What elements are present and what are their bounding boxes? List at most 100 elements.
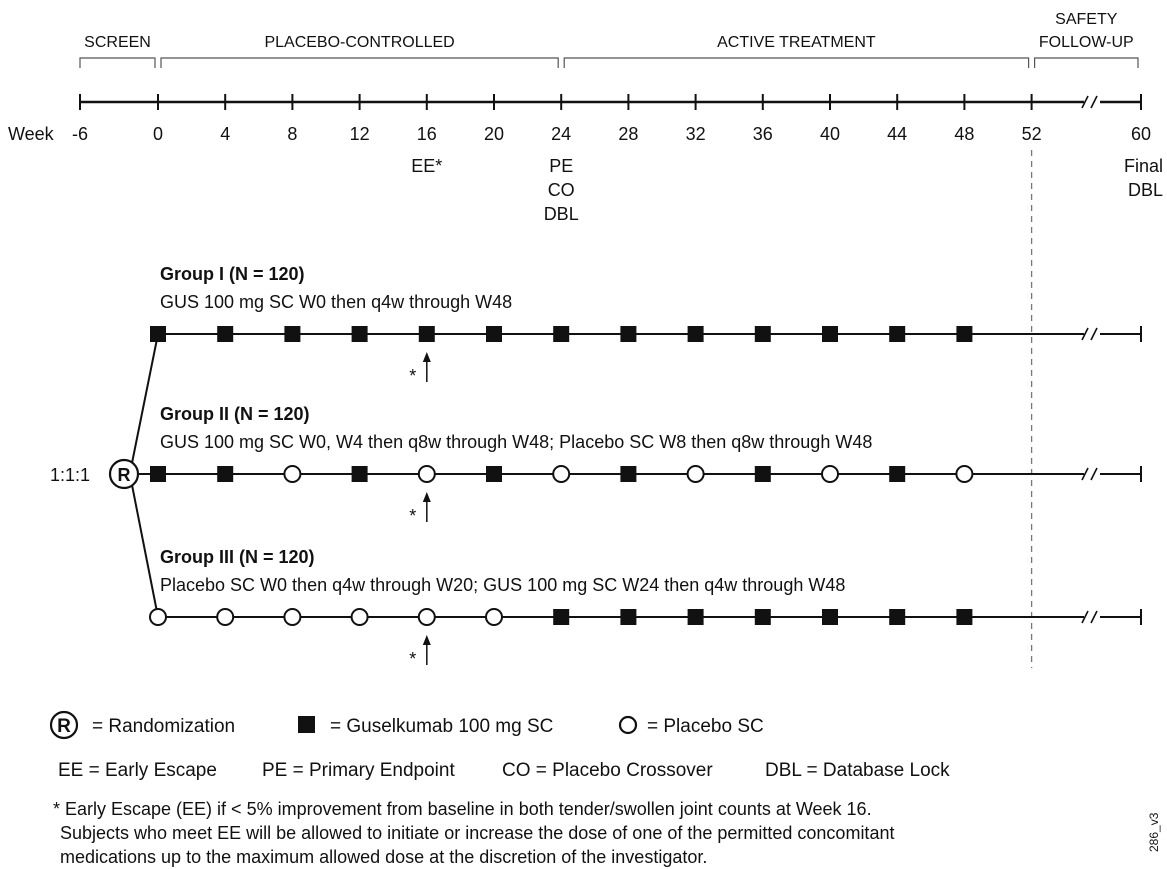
axis-break-mark [1090,467,1098,481]
group-1: Group I (N = 120) GUS 100 mg SC W0 then q… [131,264,1142,464]
guselkumab-dose-square [956,326,973,342]
early-escape-asterisk: * [409,506,416,526]
legend: R = Randomization = Guselkumab 100 mg SC… [49,710,764,740]
early-escape-asterisk: * [409,649,416,669]
guselkumab-dose-square [553,609,570,625]
week-tick-label: 0 [153,124,163,144]
milestone-label: DBL [1128,180,1163,200]
week-tick-label: 4 [220,124,230,144]
placebo-dose-circle [283,465,302,483]
legend-placebo-label: = Placebo SC [647,716,764,737]
abbreviation-item: CO = Placebo Crossover [502,760,713,781]
axis-break-mark [1081,610,1089,624]
guselkumab-dose-square [486,326,502,342]
phase-bracket [1034,57,1139,68]
randomization-ratio: 1:1:1 [50,465,90,485]
week-tick-label: 8 [287,124,297,144]
phase-bracket [563,57,1030,68]
guselkumab-dose-square [217,326,234,342]
week-tick-label: 24 [551,124,571,144]
guselkumab-dose-square [553,326,570,342]
week-tick-label: 60 [1131,124,1151,144]
guselkumab-dose-square [418,326,435,342]
milestones: EE* PE CO DBL Final DBL [411,156,1163,224]
phase-label: ACTIVE TREATMENT [717,34,876,51]
guselkumab-dose-square [217,466,234,482]
group-description: GUS 100 mg SC W0, W4 then q8w through W4… [160,432,872,452]
guselkumab-dose-square [956,609,973,625]
guselkumab-dose-square [150,326,166,342]
guselkumab-dose-square [620,466,637,482]
randomization-branch [131,484,159,618]
legend-guselkumab-label: = Guselkumab 100 mg SC [330,716,553,737]
early-escape-arrow-head [422,635,431,645]
footnote-line-2: Subjects who meet EE will be allowed to … [60,823,894,843]
legend-randomization-label: = Randomization [92,716,235,737]
guselkumab-dose-square [754,466,771,482]
placebo-dose-circle [417,465,436,483]
randomization-icon-letter: R [118,465,131,485]
milestone-label: Final [1124,156,1163,176]
guselkumab-dose-square [620,326,637,342]
placebo-dose-circle [955,465,974,483]
axis-break-mark [1090,95,1098,109]
guselkumab-dose-square [620,609,637,625]
treatment-groups: Group I (N = 120) GUS 100 mg SC W0 then q… [131,264,1142,669]
abbreviation-item: EE = Early Escape [58,760,217,781]
phase-label: PLACEBO-CONTROLLED [264,34,454,51]
phase-bracket [160,57,559,68]
phase-label: SCREEN [84,34,151,51]
week-tick-label: 44 [887,124,907,144]
legend-randomization-icon [49,710,79,740]
legend-guselkumab-square-icon [298,716,315,733]
abbreviations: EE = Early Escape PE = Primary Endpoint CO… [58,760,950,781]
guselkumab-dose-square [351,466,368,482]
week-tick-label: 32 [686,124,706,144]
week-tick-label: 36 [753,124,773,144]
guselkumab-dose-square [687,609,704,625]
week-axis-label: Week [8,124,55,144]
placebo-dose-circle [149,608,167,626]
phase-label: SAFETY [1055,11,1118,28]
axis-break-mark [1090,610,1098,624]
group-description: GUS 100 mg SC W0 then q4w through W48 [160,292,512,312]
group-3: Group III (N = 120) Placebo SC W0 then q4… [131,484,1142,669]
week-tick-label: 12 [350,124,370,144]
randomization-branch [131,333,159,464]
phase-bracket [79,57,156,68]
guselkumab-dose-square [889,326,906,342]
phase-brackets: SCREEN PLACEBO-CONTROLLED ACTIVE TREATMENT… [79,11,1139,68]
axis-break-mark [1081,95,1089,109]
legend-randomization-icon-letter: R [57,716,71,737]
guselkumab-dose-square [754,326,771,342]
group-title: Group III (N = 120) [160,547,315,567]
week-tick-label: 40 [820,124,840,144]
week-tick-label: 52 [1022,124,1042,144]
milestone-label: PE [549,156,573,176]
week-tick-label: 48 [954,124,974,144]
placebo-dose-circle [552,465,571,483]
week-tick-label: 20 [484,124,504,144]
randomization-icon [108,458,140,490]
guselkumab-dose-square [889,609,906,625]
guselkumab-dose-square [687,326,704,342]
guselkumab-dose-square [754,609,771,625]
group-title: Group II (N = 120) [160,404,310,424]
figure-code: 286_v3 [1147,812,1161,852]
week-tick-label: 16 [417,124,437,144]
early-escape-arrow-head [422,352,431,362]
abbreviation-item: PE = Primary Endpoint [262,760,455,781]
guselkumab-dose-square [351,326,368,342]
early-escape-asterisk: * [409,366,416,386]
placebo-dose-circle [417,608,436,626]
guselkumab-dose-square [889,466,906,482]
group-description: Placebo SC W0 then q4w through W20; GUS … [160,575,845,595]
group-title: Group I (N = 120) [160,264,305,284]
abbreviation-item: DBL = Database Lock [765,760,950,781]
legend-placebo-circle-icon [618,715,638,735]
axis-break-mark [1090,327,1098,341]
week-tick-label: 28 [618,124,638,144]
guselkumab-dose-square [284,326,301,342]
